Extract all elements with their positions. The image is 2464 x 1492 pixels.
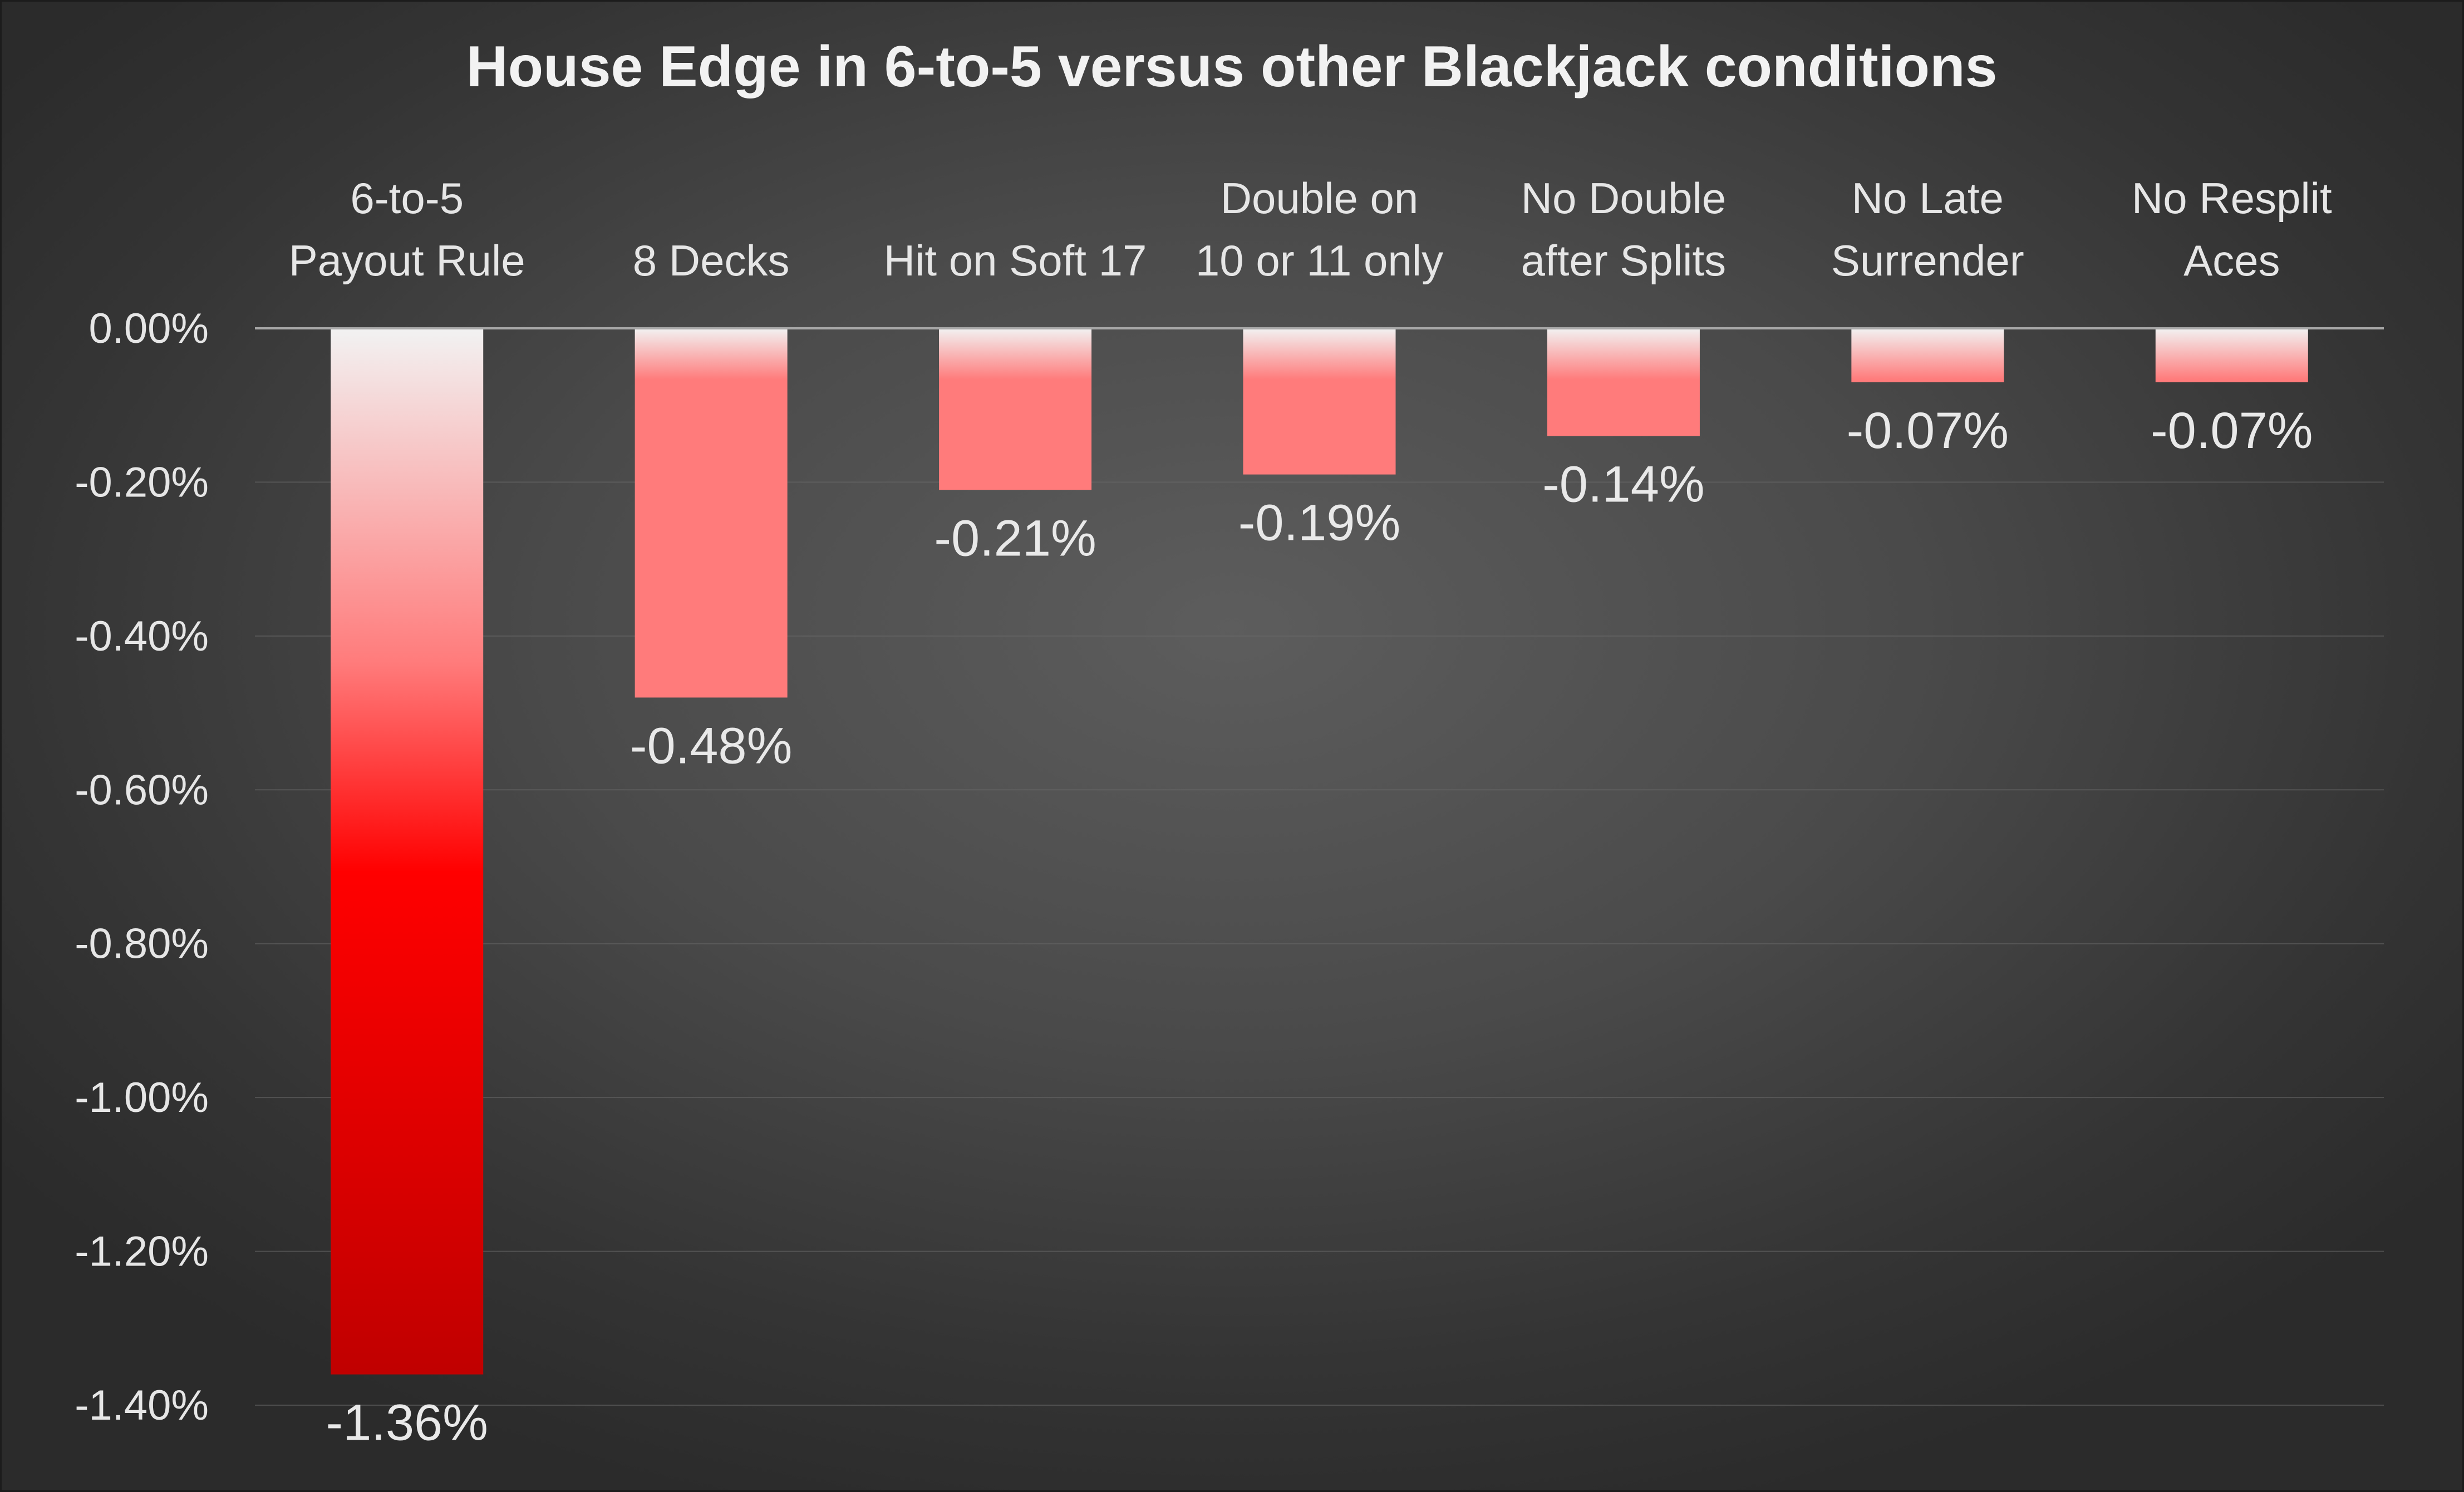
bars bbox=[331, 328, 2308, 1375]
category-label: after Splits bbox=[1521, 236, 1726, 285]
category-label: Hit on Soft 17 bbox=[884, 236, 1147, 285]
data-label: -0.07% bbox=[2151, 402, 2313, 459]
y-axis-tick-labels: 0.00% -0.20% -0.40% -0.60% -0.80% -1.00% -1.20… bbox=[75, 305, 209, 1429]
data-label: -0.19% bbox=[1238, 495, 1401, 552]
y-tick-label: 0.00% bbox=[89, 305, 209, 352]
category-label: No Late bbox=[1852, 174, 2004, 223]
bar bbox=[635, 328, 788, 698]
y-tick-label: -0.80% bbox=[75, 920, 209, 968]
data-label: -0.21% bbox=[934, 510, 1096, 567]
data-label: -0.14% bbox=[1542, 456, 1705, 513]
gridlines bbox=[255, 481, 2384, 1406]
data-label: -0.07% bbox=[1847, 402, 2009, 459]
data-label: -0.48% bbox=[630, 717, 793, 774]
bar bbox=[2155, 328, 2308, 382]
data-labels: -1.36% -0.48% -0.21% -0.19% -0.14% -0.07% -0.0… bbox=[326, 402, 2313, 1451]
y-tick-label: -0.40% bbox=[75, 613, 209, 660]
y-tick-label: -1.00% bbox=[75, 1074, 209, 1121]
category-label: 10 or 11 only bbox=[1196, 236, 1443, 285]
data-label: -1.36% bbox=[326, 1395, 488, 1451]
y-tick-label: -0.60% bbox=[75, 766, 209, 814]
y-tick-label: -1.20% bbox=[75, 1228, 209, 1276]
y-tick-label: -0.20% bbox=[75, 459, 209, 506]
category-label: 6-to-5 bbox=[350, 174, 464, 223]
bar bbox=[331, 328, 484, 1375]
bar bbox=[1547, 328, 1700, 436]
category-label: Payout Rule bbox=[289, 236, 525, 285]
chart-title: House Edge in 6-to-5 versus other Blackj… bbox=[466, 35, 1998, 99]
bar bbox=[1243, 328, 1396, 475]
y-tick-label: -1.40% bbox=[75, 1382, 209, 1429]
category-labels: 6-to-5 Payout Rule 8 Decks Hit on Soft 17 Do… bbox=[289, 174, 2332, 285]
category-label: No Resplit bbox=[2132, 174, 2332, 223]
category-label: Double on bbox=[1221, 174, 1419, 223]
bar bbox=[1851, 328, 2004, 382]
category-label: No Double bbox=[1521, 174, 1727, 223]
category-label: Surrender bbox=[1831, 236, 2024, 285]
category-label: Aces bbox=[2183, 236, 2280, 285]
category-label: 8 Decks bbox=[633, 236, 790, 285]
bar bbox=[939, 328, 1092, 490]
